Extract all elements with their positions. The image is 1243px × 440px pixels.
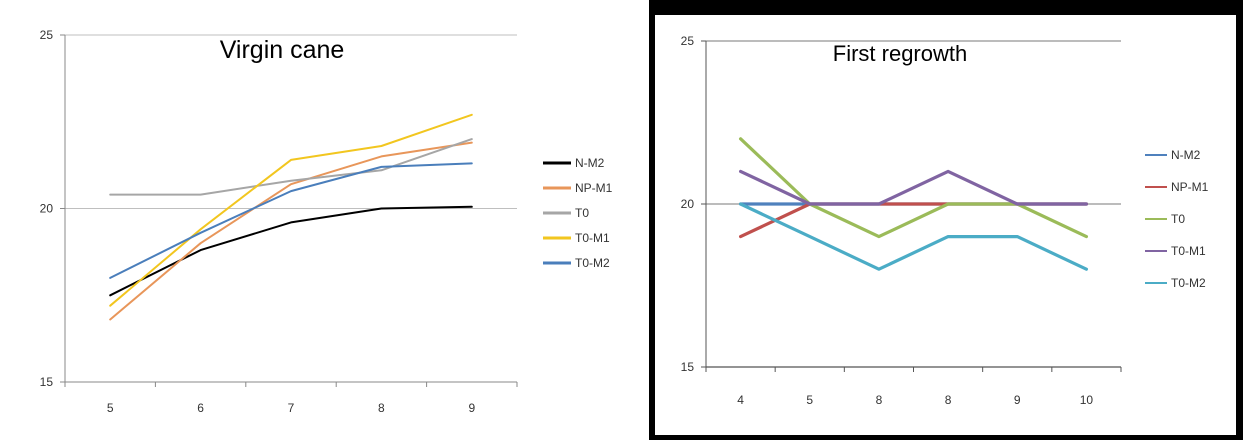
x-tick-label: 7 [288,401,295,415]
legend-label: NP-M1 [575,181,613,195]
series-line-np-m1 [109,141,473,321]
x-tick-label: 9 [1014,393,1021,407]
legend-label: N-M2 [1171,148,1201,162]
legend-label: T0-M1 [575,231,610,245]
x-tick-label: 8 [945,393,952,407]
legend-label: T0-M2 [575,256,610,270]
series-line-t0-m1 [109,113,473,307]
legend-label: T0 [1171,212,1185,226]
chart-title: First regrowth [833,41,967,66]
y-tick-label: 25 [681,34,695,48]
y-tick-label: 15 [681,360,695,374]
series-line-t0 [109,138,473,196]
chart-virgin-cane: 15 20 25 5 6 7 8 9 Virgin cane N-M2 NP-M1 T0 T0-M1 T0… [40,28,613,415]
series-line-t0-m2 [738,202,1088,271]
series-line-n-m2 [109,205,473,297]
x-tick-label: 6 [197,401,204,415]
x-tick-label: 5 [107,401,114,415]
x-tick-label: 10 [1080,393,1094,407]
y-tick-label: 20 [40,202,54,216]
x-tick-label: 5 [806,393,813,407]
legend-label: N-M2 [575,156,605,170]
chart-panel-virgin-cane: 15 20 25 5 6 7 8 9 Virgin cane N-M2 NP-M1 T0 T0-M1 T0… [0,0,649,440]
series-line-t0-m2 [109,162,473,279]
legend-label: T0-M2 [1171,276,1206,290]
chart-first-regrowth: 15 20 25 4 5 8 8 9 10 First regrowth N-M2 NP-M1 T0 T0… [681,34,1209,407]
x-tick-label: 8 [378,401,385,415]
legend-label: NP-M1 [1171,180,1209,194]
y-tick-label: 15 [40,375,54,389]
legend-label: T0 [575,206,589,220]
series-line-t0-m1 [738,169,1088,206]
series-line-t0 [738,137,1088,239]
y-tick-label: 20 [681,197,695,211]
legend-label: T0-M1 [1171,244,1206,258]
chart-panel-first-regrowth: 15 20 25 4 5 8 8 9 10 First regrowth N-M2 NP-M1 T0 T0… [654,14,1237,436]
chart-title: Virgin cane [220,36,345,64]
y-tick-label: 25 [40,28,54,42]
x-tick-label: 8 [876,393,883,407]
x-tick-label: 9 [468,401,475,415]
x-tick-label: 4 [737,393,744,407]
